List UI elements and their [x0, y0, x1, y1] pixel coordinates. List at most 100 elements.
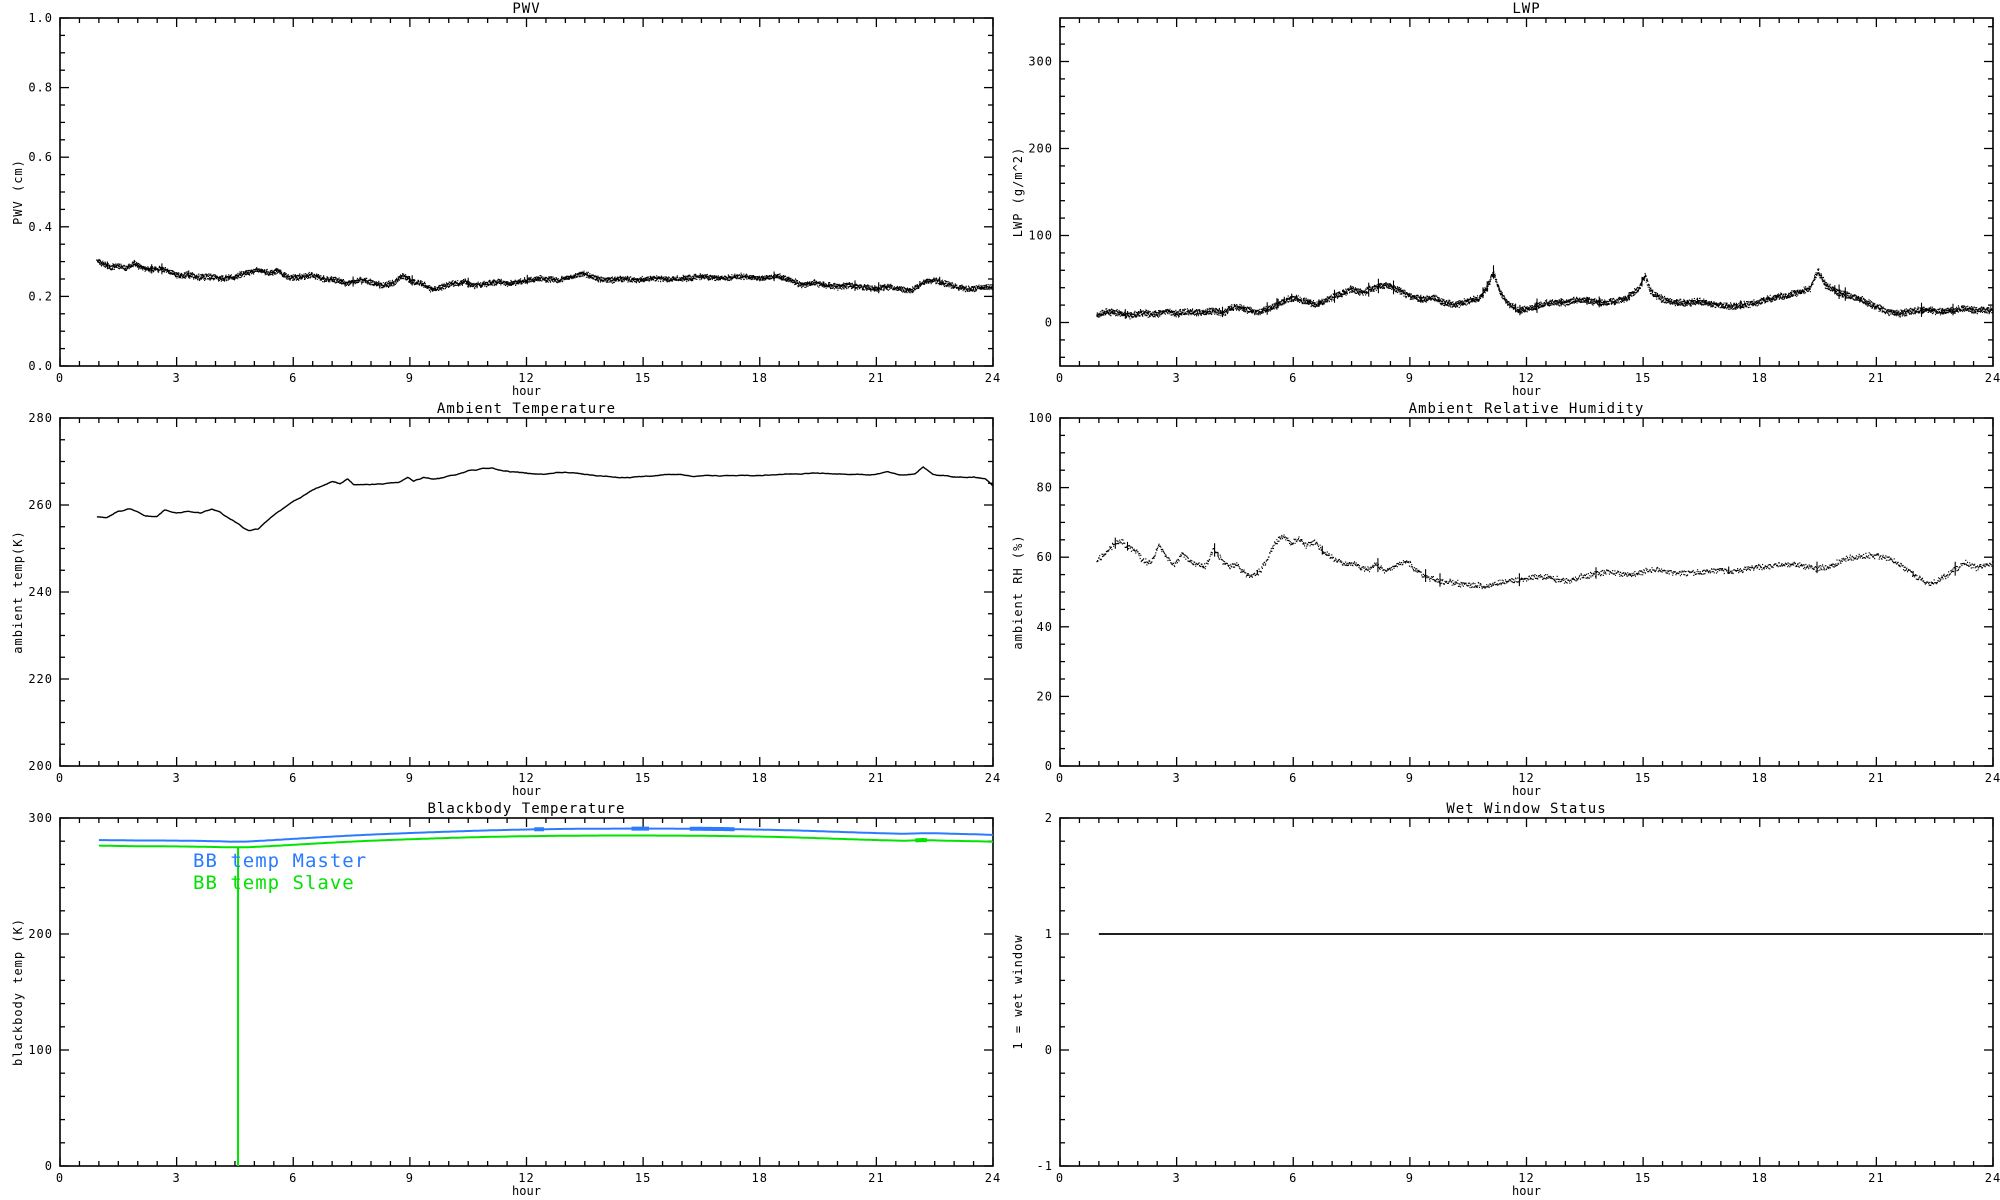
y-tick-label: 100	[28, 1043, 53, 1057]
blackbody-temperature-plot-title: Blackbody Temperature	[427, 801, 626, 817]
y-tick-label: 0	[45, 1159, 53, 1173]
x-tick-label: 18	[752, 1171, 768, 1185]
x-tick-label: 21	[868, 371, 884, 385]
x-tick-label: 6	[1289, 1171, 1297, 1185]
x-tick-label: 15	[1635, 1171, 1651, 1185]
x-tick-label: 12	[518, 771, 534, 785]
x-tick-label: 6	[289, 371, 297, 385]
series-bb-temp-slave	[98, 834, 994, 849]
pwv-x-axis-label: hour	[512, 384, 541, 398]
y-tick-label: 60	[1037, 550, 1053, 564]
y-tick-label: 0	[1045, 1043, 1053, 1057]
lwp-x-axis-label: hour	[1512, 384, 1541, 398]
plot-box	[1059, 417, 1994, 767]
x-tick-label: 24	[985, 771, 1000, 785]
y-tick-label: 0.6	[28, 150, 53, 164]
x-tick-label: 24	[1985, 771, 2000, 785]
legend-bb-temp-master: BB temp Master	[193, 850, 368, 872]
y-tick-label: 80	[1037, 481, 1053, 495]
y-tick-label: 1.0	[28, 11, 53, 25]
y-tick-label: 0	[1045, 759, 1053, 773]
y-tick-label: 220	[28, 672, 53, 686]
y-tick-label: 100	[1028, 229, 1053, 243]
lwp-y-axis-label: LWP (g/m^2)	[1011, 146, 1025, 238]
x-tick-label: 0	[1056, 1171, 1064, 1185]
x-tick-label: 24	[985, 371, 1000, 385]
x-tick-label: 24	[985, 1171, 1000, 1185]
panel-pwv: 0 3 6 9 12 15 18 21 24 0.0 0.2 0.4 0.6 0.8 1.0 PWV PWV…	[0, 0, 1000, 400]
x-tick-label: 12	[518, 371, 534, 385]
x-tick-label: 21	[1868, 771, 1884, 785]
y-tick-label: 200	[28, 759, 53, 773]
x-tick-label: 6	[1289, 771, 1297, 785]
x-tick-label: 12	[518, 1171, 534, 1185]
x-tick-label: 18	[752, 771, 768, 785]
plot-box	[59, 417, 994, 767]
x-tick-label: 3	[1173, 371, 1181, 385]
x-tick-label: 21	[868, 1171, 884, 1185]
y-tick-label: 0.8	[28, 81, 53, 95]
y-tick-label: 280	[28, 411, 53, 425]
x-tick-label: 6	[289, 1171, 297, 1185]
y-tick-label: 0.4	[28, 220, 53, 234]
x-tick-label: 9	[1406, 371, 1414, 385]
plot-box	[1059, 817, 1994, 1167]
x-tick-label: 12	[1518, 1171, 1534, 1185]
x-tick-label: 12	[1518, 771, 1534, 785]
x-tick-label: 18	[1752, 371, 1768, 385]
x-tick-label: 6	[289, 771, 297, 785]
y-tick-label: 0.2	[28, 289, 53, 303]
x-tick-label: 15	[1635, 771, 1651, 785]
x-tick-label: 15	[635, 371, 651, 385]
x-tick-label: 9	[406, 1171, 414, 1185]
x-tick-label: 0	[1056, 371, 1064, 385]
x-tick-label: 3	[173, 371, 181, 385]
x-tick-label: 15	[635, 771, 651, 785]
x-tick-label: 3	[1173, 771, 1181, 785]
legend-bb-temp-slave: BB temp Slave	[193, 872, 355, 894]
y-tick-label: 200	[28, 927, 53, 941]
y-tick-label: 200	[1028, 142, 1053, 156]
x-tick-label: 21	[1868, 1171, 1884, 1185]
x-tick-label: 24	[1985, 371, 2000, 385]
wet-window-status-y-axis-label: 1 = wet window	[1011, 934, 1025, 1050]
x-tick-label: 18	[752, 371, 768, 385]
series-noise-blob	[689, 826, 735, 832]
pwv-y-axis-label: PWV (cm)	[11, 159, 25, 225]
panel-ambient-temperature: 0 3 6 9 12 15 18 21 24 200 220 240 260 280 Ambient Te…	[0, 400, 1000, 800]
x-tick-label: 15	[635, 1171, 651, 1185]
x-tick-label: 15	[1635, 371, 1651, 385]
y-tick-label: 300	[28, 811, 53, 825]
lwp-data-points	[1096, 265, 1994, 320]
x-tick-label: 24	[1985, 1171, 2000, 1185]
x-tick-label: 12	[1518, 371, 1534, 385]
y-tick-label: -1	[1037, 1159, 1053, 1173]
x-tick-label: 3	[173, 771, 181, 785]
ambient-relative-humidity-data-points	[1096, 534, 1994, 590]
ambient-relative-humidity-plot-title: Ambient Relative Humidity	[1408, 401, 1645, 417]
pwv-data-points	[96, 258, 994, 294]
y-tick-label: 2	[1045, 811, 1053, 825]
lwp-plot-title: LWP	[1512, 1, 1541, 17]
ambient-temperature-plot-canvas: 0 3 6 9 12 15 18 21 24 200 220 240 260 280	[28, 411, 1000, 785]
x-tick-label: 18	[1752, 771, 1768, 785]
y-tick-label: 20	[1037, 689, 1053, 703]
y-tick-label: 300	[1028, 55, 1053, 69]
y-tick-label: 240	[28, 585, 53, 599]
wet-window-status-x-axis-label: hour	[1512, 1184, 1541, 1198]
ambient-temperature-x-axis-label: hour	[512, 784, 541, 798]
x-tick-label: 18	[1752, 1171, 1768, 1185]
blackbody-temperature-y-axis-label: blackbody temp (K)	[11, 917, 25, 1067]
ambient-temperature-plot-title: Ambient Temperature	[436, 401, 617, 417]
y-tick-label: 0.0	[28, 359, 53, 373]
x-tick-label: 0	[56, 371, 64, 385]
panel-blackbody-temperature: 0 3 6 9 12 15 18 21 24 0 100 200 300 Blackbody Tempe…	[0, 800, 1000, 1200]
panel-wet-window-status: 0 3 6 9 12 15 18 21 24 -1 0 1 2 Wet Window Status 1 …	[1000, 800, 2000, 1200]
blackbody-temperature-plot-canvas: 0 3 6 9 12 15 18 21 24 0 100 200 300	[28, 811, 1000, 1185]
pwv-plot-canvas: 0 3 6 9 12 15 18 21 24 0.0 0.2 0.4 0.6 0.8 1.0	[28, 11, 1000, 385]
ambient-relative-humidity-plot-canvas: 0 3 6 9 12 15 18 21 24 0 20 40 60 80 100	[1028, 411, 2000, 785]
plot-box	[59, 17, 994, 367]
x-tick-label: 9	[1406, 1171, 1414, 1185]
x-tick-label: 0	[56, 771, 64, 785]
